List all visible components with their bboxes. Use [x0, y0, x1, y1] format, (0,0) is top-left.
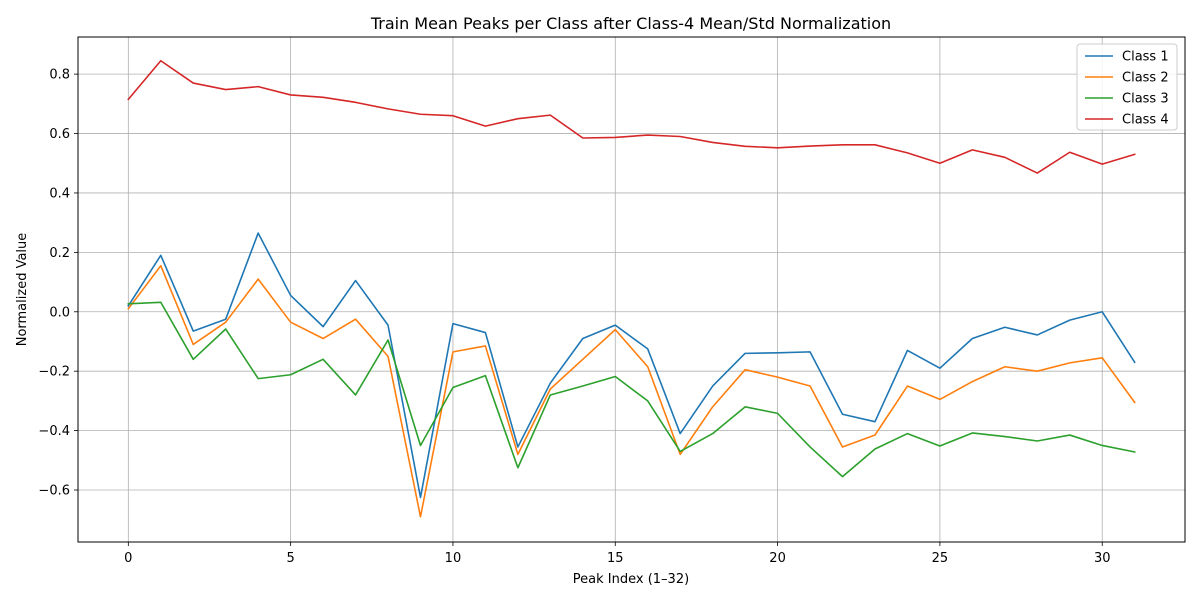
legend-label: Class 4 [1122, 113, 1169, 128]
y-tick-label: 0.6 [49, 127, 70, 142]
series-lines [127, 59, 1136, 518]
x-tick-label: 10 [445, 551, 462, 566]
legend: Class 1 Class 2 Class 3 Class 4 [1076, 43, 1178, 131]
y-tick-label: 0.0 [49, 305, 70, 320]
y-tick-label: 0.4 [49, 186, 70, 201]
x-axis-title: Peak Index (1–32) [573, 572, 689, 587]
legend-label: Class 2 [1122, 71, 1169, 86]
grid [78, 37, 1185, 542]
legend-label: Class 1 [1122, 50, 1169, 65]
legend-box [1076, 43, 1178, 131]
plot-frame [77, 36, 1186, 543]
x-tick-label: 0 [124, 551, 132, 566]
legend-label: Class 3 [1122, 92, 1169, 107]
series-line-class-2 [127, 264, 1136, 518]
series-line-class-3 [127, 301, 1136, 478]
chart-title: Train Mean Peaks per Class after Class-4… [370, 14, 891, 33]
x-tick-label: 30 [1094, 551, 1111, 566]
y-tick-label: 0.8 [49, 68, 70, 83]
y-tick-label: −0.6 [38, 484, 70, 499]
y-tick-label: −0.4 [38, 424, 70, 439]
y-tick-label: −0.2 [38, 365, 70, 380]
series-line-class-4 [127, 59, 1136, 174]
x-tick-label: 5 [286, 551, 294, 566]
axis-ticks: 0 5 10 15 20 25 30 −0.6 −0.4 −0.2 0.0 0.2 0.4 0.6 0.8 [38, 68, 1110, 566]
x-tick-label: 25 [932, 551, 949, 566]
y-tick-label: 0.2 [49, 246, 70, 261]
x-tick-label: 20 [769, 551, 786, 566]
x-tick-label: 15 [607, 551, 624, 566]
y-axis-title: Normalized Value [15, 233, 30, 347]
series-line-class-1 [127, 232, 1136, 499]
